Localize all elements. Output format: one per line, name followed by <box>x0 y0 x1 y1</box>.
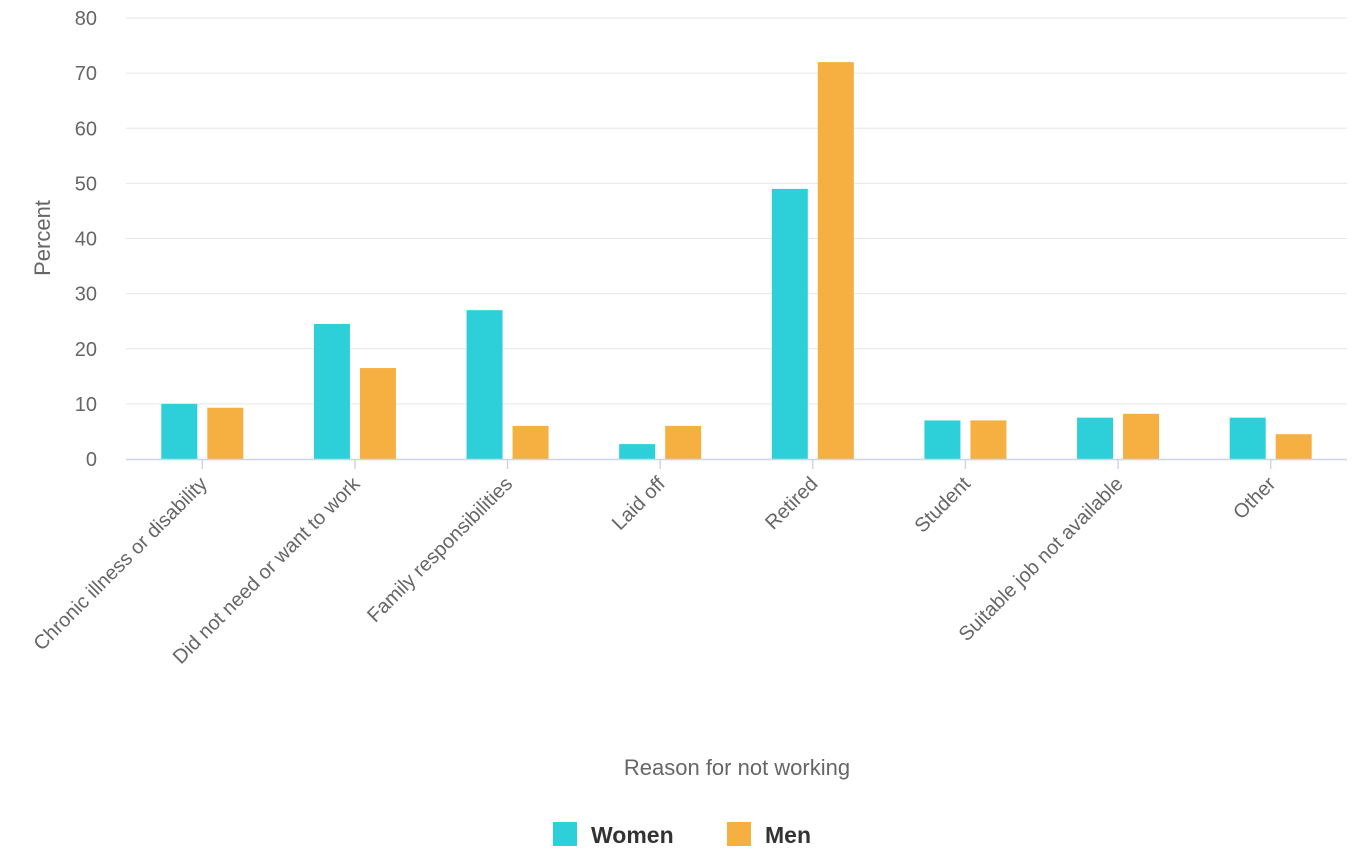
bar-men[interactable] <box>512 425 549 459</box>
y-tick-label: 50 <box>75 173 97 195</box>
x-tick-label: Chronic illness or disability <box>30 473 212 655</box>
y-axis-ticks: 0 10 20 30 40 50 60 70 80 <box>75 8 97 471</box>
legend-item-women[interactable]: Women <box>553 822 674 848</box>
bar-men[interactable] <box>817 62 854 459</box>
bar-men[interactable] <box>207 407 244 459</box>
x-axis-title: Reason for not working <box>624 755 850 780</box>
bar-women[interactable] <box>161 403 198 459</box>
y-tick-label: 80 <box>75 8 97 30</box>
bar-women[interactable] <box>466 310 503 459</box>
legend-item-men[interactable]: Men <box>727 822 811 848</box>
y-tick-label: 40 <box>75 229 97 251</box>
y-axis-title: Percent <box>30 200 55 276</box>
bars <box>161 62 1312 459</box>
bar-women[interactable] <box>1077 417 1114 459</box>
bar-women[interactable] <box>313 323 350 459</box>
x-tick-label: Suitable job not available <box>955 473 1128 646</box>
y-tick-label: 20 <box>75 339 97 361</box>
x-tick-label: Student <box>911 473 976 538</box>
bar-men[interactable] <box>1123 413 1160 459</box>
legend-label: Men <box>765 822 811 848</box>
x-tick-label: Other <box>1229 473 1280 524</box>
x-tick-label: Laid off <box>608 473 670 535</box>
bar-women[interactable] <box>1229 417 1266 459</box>
x-tick-label: Family responsibilities <box>363 473 517 627</box>
legend-swatch <box>727 822 751 846</box>
bar-women[interactable] <box>924 420 961 459</box>
bar-men[interactable] <box>359 368 396 459</box>
y-tick-label: 30 <box>75 284 97 306</box>
bar-women[interactable] <box>771 188 808 459</box>
y-tick-label: 70 <box>75 63 97 85</box>
x-tick-label: Retired <box>761 473 822 534</box>
y-tick-label: 10 <box>75 394 97 416</box>
gridlines <box>126 17 1347 405</box>
bar-men[interactable] <box>970 420 1007 459</box>
bar-women[interactable] <box>619 444 656 459</box>
bar-men[interactable] <box>665 425 702 459</box>
legend: Women Men <box>553 822 811 848</box>
legend-swatch <box>553 822 577 846</box>
x-axis <box>126 458 1347 469</box>
bar-men[interactable] <box>1275 434 1312 459</box>
legend-label: Women <box>591 822 674 848</box>
y-tick-label: 0 <box>86 449 97 471</box>
y-tick-label: 60 <box>75 118 97 140</box>
